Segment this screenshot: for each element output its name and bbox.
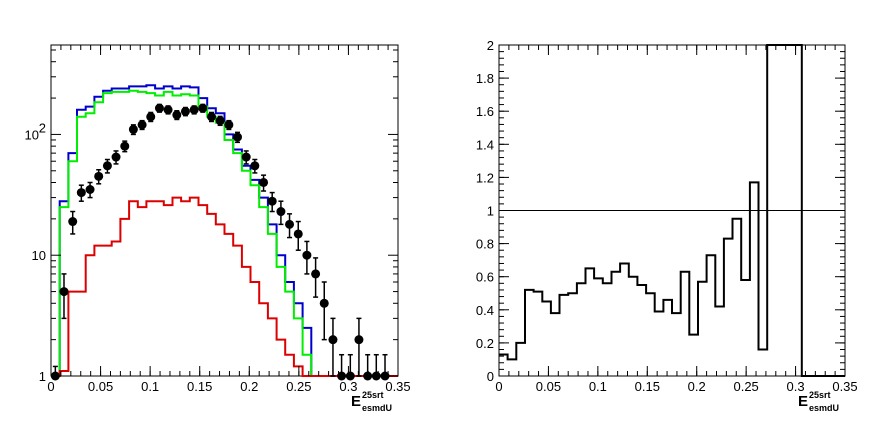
- data-point-30: [311, 269, 321, 279]
- data-point-25: [267, 196, 277, 206]
- y-tick-label: 10: [25, 127, 39, 142]
- data-point-3: [76, 188, 86, 198]
- x-tick-label: 0.15: [635, 379, 660, 394]
- data-point-36: [363, 371, 373, 381]
- data-point-23: [250, 161, 260, 171]
- x-tick-label: 0: [495, 379, 502, 394]
- series-1-histogram-line: [51, 89, 398, 377]
- x-tick-label: 0.1: [141, 379, 159, 394]
- data-point-11: [146, 112, 156, 122]
- data-point-1: [59, 287, 69, 297]
- plot-frame: [50, 44, 399, 377]
- x-axis-title: E: [798, 393, 808, 410]
- data-point-28: [293, 229, 303, 239]
- data-point-29: [302, 250, 312, 260]
- x-tick-label: 0.3: [339, 379, 357, 394]
- data-point-6: [102, 161, 112, 171]
- data-point-22: [241, 152, 251, 162]
- y-tick-label: 0.4: [476, 303, 494, 318]
- y-tick-label: 1: [487, 204, 494, 219]
- series-0-histogram-line: [499, 44, 845, 377]
- data-point-20: [224, 120, 234, 130]
- y-tick-label: 1.4: [476, 137, 494, 152]
- data-point-8: [120, 141, 130, 151]
- x-axis-title-subscript: esmdU: [362, 403, 392, 413]
- data-point-15: [180, 106, 190, 116]
- x-tick-label: 0.05: [536, 379, 561, 394]
- data-point-26: [276, 207, 286, 217]
- data-point-4: [85, 184, 95, 194]
- x-tick-label: 0.05: [88, 379, 113, 394]
- data-point-24: [259, 177, 269, 187]
- y-tick-label: 1: [39, 369, 46, 384]
- data-point-7: [111, 152, 121, 162]
- data-point-37: [371, 371, 381, 381]
- y-tick-label: 0.2: [476, 336, 494, 351]
- x-tick-label: 0.15: [187, 379, 212, 394]
- data-point-32: [328, 335, 338, 345]
- data-point-16: [189, 105, 199, 115]
- data-point-10: [137, 120, 147, 130]
- data-point-17: [198, 103, 208, 113]
- y-tick-label: 0.8: [476, 237, 494, 252]
- data-point-27: [285, 219, 295, 229]
- data-point-5: [94, 171, 104, 181]
- x-axis-title-superscript: 25srt: [809, 390, 831, 400]
- x-tick-label: 0.1: [589, 379, 607, 394]
- data-point-13: [163, 105, 173, 115]
- y-tick-label: 2: [487, 38, 494, 53]
- x-tick-label: 0.35: [832, 379, 857, 394]
- data-point-35: [354, 335, 364, 345]
- data-point-9: [128, 124, 138, 134]
- x-tick-label: 0.2: [240, 379, 258, 394]
- y-tick-label: 0: [487, 369, 494, 384]
- data-point-21: [232, 132, 242, 142]
- x-tick-label: 0.25: [286, 379, 311, 394]
- x-axis-title-superscript: 25srt: [362, 390, 384, 400]
- data-point-38: [380, 371, 390, 381]
- y-tick-label: 1.8: [476, 71, 494, 86]
- x-tick-label: 0.2: [688, 379, 706, 394]
- data-point-33: [337, 371, 347, 381]
- data-point-31: [319, 298, 329, 308]
- y-tick-label: 1.2: [476, 170, 494, 185]
- x-tick-label: 0.3: [787, 379, 805, 394]
- x-tick-label: 0.25: [733, 379, 758, 394]
- x-tick-label: 0.35: [385, 379, 410, 394]
- series-2-histogram-line: [51, 196, 398, 377]
- data-point-14: [172, 110, 182, 120]
- data-point-12: [154, 103, 164, 113]
- x-tick-label: 0: [47, 379, 54, 394]
- data-point-19: [215, 116, 225, 126]
- x-axis-title: E: [351, 393, 361, 410]
- y-tick-exponent: 2: [39, 120, 46, 135]
- x-axis-title-subscript: esmdU: [809, 403, 839, 413]
- y-tick-label: 10: [32, 248, 46, 263]
- data-point-18: [207, 112, 217, 122]
- right-chart-panel: 0 0.05 0.1 0.15 0.2 0.25 0.3 0.35 0 0.2 0.4 0.6 0.8 1…: [476, 38, 858, 413]
- y-tick-label: 1.6: [476, 104, 494, 119]
- data-point-2: [68, 217, 78, 227]
- y-tick-label: 0.6: [476, 270, 494, 285]
